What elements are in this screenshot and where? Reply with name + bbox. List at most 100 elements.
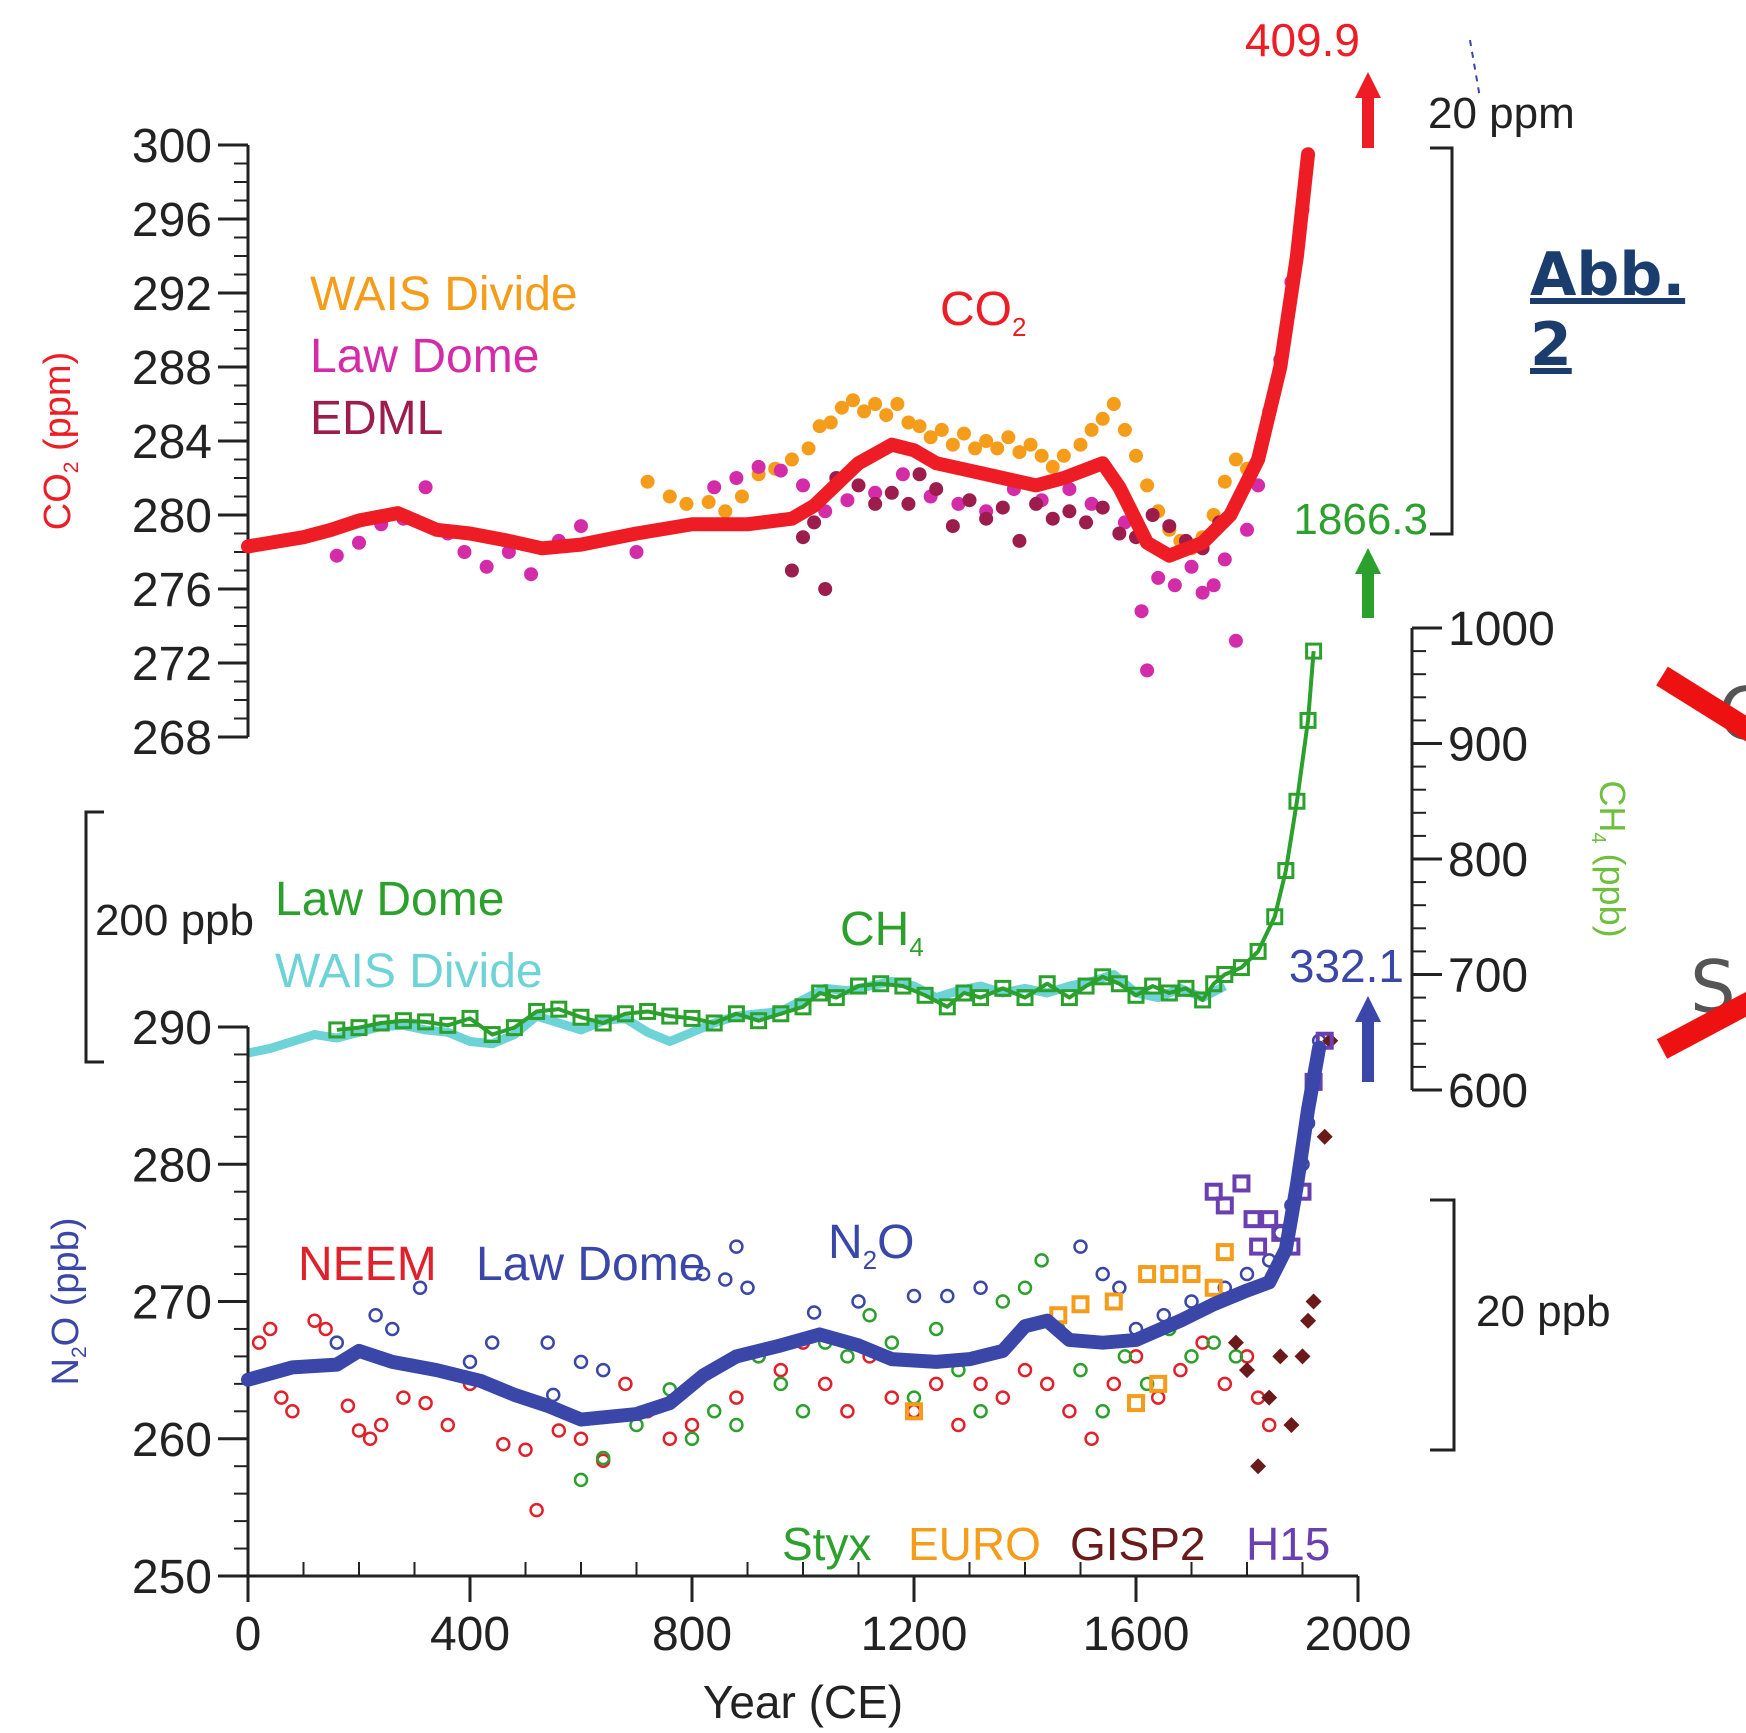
n2o-point	[1243, 1210, 1262, 1229]
n2o-spline	[241, 1040, 1327, 1427]
n2o-point	[418, 1395, 433, 1411]
co2-tick-label-3: 280	[132, 490, 212, 543]
ch4-tick-label-4: 1000	[1448, 603, 1555, 656]
n2o-point	[906, 1288, 922, 1304]
ch4-marker	[727, 1005, 745, 1023]
n2o-point	[595, 1450, 611, 1466]
co2-point	[807, 515, 822, 530]
n2o-point	[851, 1294, 866, 1309]
n2o-point	[1239, 1362, 1255, 1379]
co2-point	[1045, 511, 1060, 526]
co2-point	[1217, 552, 1232, 567]
co2-point	[418, 480, 433, 495]
co2-point	[801, 441, 816, 456]
n2o-point	[940, 1288, 955, 1304]
ch4-marker	[639, 1002, 657, 1020]
n2o-point	[340, 1398, 356, 1414]
co2-point	[1084, 422, 1099, 437]
co2-tick-label-1: 272	[132, 638, 212, 691]
co2-point	[1184, 559, 1199, 574]
co2-point	[1056, 448, 1071, 463]
ch4-tick-label-0: 600	[1448, 1065, 1528, 1118]
co2-legend-2: EDML	[310, 392, 443, 445]
n2o-modern-arrow-shaft	[1362, 1020, 1374, 1082]
ch4-marker	[794, 998, 812, 1016]
ch4-marker	[1127, 986, 1145, 1004]
n2o-point	[684, 1431, 700, 1446]
n2o-point	[1217, 1376, 1233, 1392]
n2o-point	[540, 1335, 555, 1350]
n2o-point	[518, 1442, 533, 1457]
co2-point	[1001, 430, 1016, 445]
n2o-point	[1305, 1293, 1322, 1310]
co2-point	[1140, 478, 1155, 493]
n2o-point	[1182, 1265, 1201, 1284]
ch4-tick-label-3: 900	[1448, 719, 1528, 772]
n2o-scale-bar-label: 20 ppb	[1476, 1287, 1611, 1336]
n2o-point	[1215, 1196, 1234, 1215]
n2o-point	[1206, 1335, 1221, 1350]
ch4-series-label: CH4	[840, 903, 924, 962]
ch4-marker	[811, 984, 829, 1002]
co2-modern-value: 409.9	[1245, 14, 1360, 66]
ch4-marker	[572, 1008, 590, 1026]
n2o-point	[1249, 1237, 1268, 1256]
co2-axis-label: CO2 (ppm)	[37, 352, 83, 530]
ch4-marker	[1060, 989, 1078, 1007]
ch4-marker	[1144, 977, 1162, 995]
co2-legend-0: WAIS Divide	[310, 268, 578, 321]
n2o-point	[706, 1404, 722, 1419]
co2-point	[945, 437, 960, 452]
ch4-tick-label-1: 700	[1448, 950, 1528, 1003]
n2o-point	[995, 1294, 1011, 1309]
ch4-marker	[683, 1009, 701, 1027]
co2-point	[679, 496, 694, 511]
n2o-point	[906, 1404, 922, 1419]
n2o-point	[529, 1502, 544, 1518]
n2o-point	[285, 1404, 300, 1419]
n2o-point	[1283, 1417, 1300, 1434]
co2-series-label: CO2	[940, 283, 1026, 342]
n2o-point	[1300, 1312, 1317, 1329]
co2-point	[1129, 448, 1143, 463]
ch4-scale-bar	[84, 810, 104, 1064]
co2-point	[851, 478, 866, 493]
n2o-point	[973, 1280, 988, 1296]
ch4-marker	[916, 986, 934, 1004]
n2o-point	[1160, 1265, 1179, 1284]
n2o-legend-bottom-3: H15	[1246, 1518, 1330, 1570]
n2o-point	[1104, 1292, 1123, 1311]
co2-point	[1217, 474, 1232, 489]
co2-point	[796, 530, 810, 545]
co2-legend-1: Law Dome	[310, 330, 539, 383]
co2-point	[1062, 504, 1077, 519]
n2o-point	[1017, 1362, 1033, 1378]
n2o-point	[1095, 1404, 1110, 1419]
n2o-point	[1204, 1278, 1223, 1297]
ch4-marker	[439, 1016, 457, 1034]
co2-point	[1140, 663, 1155, 678]
n2o-point	[1095, 1266, 1110, 1282]
dashed-mark	[1469, 39, 1481, 99]
n2o-series-label: N2O	[828, 1216, 914, 1275]
ch4-marker	[528, 1002, 546, 1020]
co2-point	[773, 463, 788, 478]
n2o-point	[817, 1376, 833, 1392]
n2o-point	[884, 1390, 900, 1405]
n2o-point	[1138, 1265, 1157, 1284]
ch4-scale-bar-label: 200 ppb	[95, 896, 254, 945]
n2o-point	[362, 1431, 378, 1446]
n2o-point	[1204, 1182, 1223, 1201]
co2-point	[962, 493, 977, 508]
co2-modern-arrow	[1355, 72, 1381, 148]
ch4-legend-0: Law Dome	[275, 873, 504, 926]
n2o-modern-arrow-head	[1355, 996, 1381, 1022]
n2o-point	[662, 1431, 678, 1446]
n2o-point	[1260, 1210, 1279, 1229]
figure-label: Abb. 2	[1530, 240, 1686, 380]
n2o-point	[1261, 1389, 1278, 1406]
ch4-marker	[1288, 792, 1306, 810]
co2-tick-label-2: 276	[132, 564, 212, 617]
co2-point	[1117, 422, 1132, 437]
